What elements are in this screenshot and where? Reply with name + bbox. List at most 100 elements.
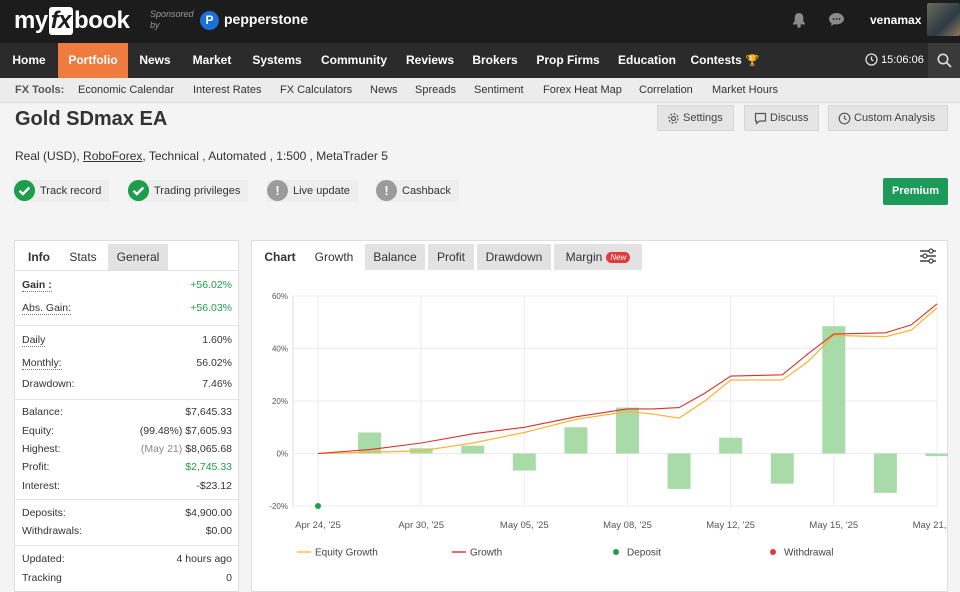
stat-value: +56.03%: [190, 302, 232, 314]
nav-home[interactable]: Home: [12, 53, 46, 67]
stat-balance: Balance: $7,645.33: [22, 406, 232, 422]
y-tick-label: 0%: [276, 450, 288, 459]
legend-withdrawal-swatch: [770, 549, 776, 555]
divider: [15, 399, 238, 400]
tab-margin-label: Margin: [565, 250, 603, 264]
custom-analysis-button[interactable]: Custom Analysis: [828, 105, 948, 131]
main-nav: Home Portfolio News Market Systems Commu…: [0, 43, 960, 78]
stat-value: $0.00: [205, 525, 232, 537]
x-tick-label: May 05, '25: [500, 520, 549, 531]
x-tick-label: May 12, '25: [706, 520, 755, 531]
stat-interest: Interest: -$23.12: [22, 480, 232, 496]
stat-label: Tracking: [22, 572, 62, 584]
stat-withdrawals: Withdrawals: $0.00: [22, 525, 232, 541]
stat-label[interactable]: Daily: [22, 334, 46, 347]
stat-daily: Daily 1.60%: [22, 334, 232, 350]
bar: [822, 326, 846, 454]
stat-monthly: Monthly: 56.02%: [22, 357, 232, 373]
equity-amount: $7,605.93: [185, 425, 232, 437]
stat-value: $2,745.33: [185, 461, 232, 473]
highest-date-note: (May 21): [140, 443, 183, 455]
stat-highest: Highest: (May 21) $8,065.68: [22, 443, 232, 459]
equity-growth-line: [317, 307, 938, 455]
tool-sentiment[interactable]: Sentiment: [474, 84, 524, 96]
stat-tracking: Tracking 0: [22, 572, 232, 588]
tab-growth[interactable]: Growth: [314, 250, 354, 264]
growth-chart: -20% 0% 20% 40% 60% Apr 24, '25 Apr 30, '25 May…: [269, 292, 948, 559]
nav-systems[interactable]: Systems: [252, 53, 302, 67]
chat-icon[interactable]: [828, 12, 845, 27]
badge-trading-privileges[interactable]: Trading privileges: [128, 180, 249, 202]
stat-value: 0: [226, 572, 232, 584]
tool-fx-calculators[interactable]: FX Calculators: [280, 84, 353, 96]
premium-button[interactable]: Premium: [883, 178, 948, 205]
tab-balance[interactable]: Balance: [365, 244, 425, 270]
tab-info[interactable]: Info: [28, 250, 50, 264]
badge-cashback[interactable]: ! Cashback: [376, 180, 459, 202]
sponsor-name[interactable]: pepperstone: [224, 11, 309, 27]
tool-spreads[interactable]: Spreads: [415, 84, 456, 96]
nav-news[interactable]: News: [139, 53, 171, 67]
nav-market[interactable]: Market: [192, 53, 232, 67]
stat-label: Deposits:: [22, 507, 66, 519]
sliders-icon[interactable]: [919, 247, 937, 265]
tab-margin[interactable]: Margin New: [554, 244, 642, 270]
nav-brokers[interactable]: Brokers: [472, 53, 518, 67]
bar: [564, 427, 588, 454]
tab-stats[interactable]: Stats: [61, 244, 105, 270]
clock-icon: [865, 53, 878, 66]
tool-forex-heat-map[interactable]: Forex Heat Map: [543, 84, 622, 96]
tool-interest-rates[interactable]: Interest Rates: [193, 84, 262, 96]
stat-label: Interest:: [22, 480, 60, 492]
pepperstone-logo-icon[interactable]: P: [200, 11, 219, 30]
stats-panel: Info Stats General Gain : +56.02% Abs. Ga…: [14, 240, 239, 592]
stat-label[interactable]: Monthly:: [22, 357, 62, 370]
fx-tools-label: FX Tools:: [15, 84, 65, 96]
discuss-button[interactable]: Discuss: [744, 105, 819, 131]
username[interactable]: venamax: [870, 13, 922, 27]
tool-market-hours[interactable]: Market Hours: [712, 84, 779, 96]
top-bar: my fx book Sponsored by P pepperstone vena…: [0, 0, 960, 43]
bell-icon[interactable]: [792, 12, 806, 28]
badge-track-record[interactable]: Track record: [14, 180, 110, 202]
nav-reviews[interactable]: Reviews: [405, 53, 455, 67]
bar: [667, 453, 691, 489]
stat-abs-gain: Abs. Gain: +56.03%: [22, 302, 232, 318]
discuss-label: Discuss: [770, 112, 809, 124]
stat-label[interactable]: Gain :: [22, 279, 52, 292]
y-tick-label: 20%: [272, 397, 288, 406]
broker-link[interactable]: RoboForex: [83, 149, 143, 163]
bar: [719, 437, 743, 454]
tool-economic-calendar[interactable]: Economic Calendar: [78, 84, 174, 96]
stat-value: 4 hours ago: [176, 553, 232, 565]
nav-contests[interactable]: Contests 🏆: [684, 43, 766, 78]
x-tick-label: May 08, '25: [603, 520, 652, 531]
search-button[interactable]: [928, 43, 960, 78]
stat-label: Balance:: [22, 406, 63, 418]
new-badge: New: [606, 252, 631, 263]
tool-correlation[interactable]: Correlation: [639, 84, 693, 96]
tool-news[interactable]: News: [370, 84, 398, 96]
avatar[interactable]: [927, 3, 960, 36]
nav-prop-firms[interactable]: Prop Firms: [536, 53, 600, 67]
x-tick-label: May 15, '25: [809, 520, 858, 531]
stat-label: Highest:: [22, 443, 61, 455]
x-tick-label: Apr 24, '25: [295, 520, 341, 531]
nav-community[interactable]: Community: [321, 53, 387, 67]
badge-live-update[interactable]: ! Live update: [267, 180, 358, 202]
nav-portfolio[interactable]: Portfolio: [58, 43, 128, 78]
highest-amount: $8,065.68: [185, 443, 232, 455]
settings-button[interactable]: Settings: [657, 105, 734, 131]
tab-drawdown[interactable]: Drawdown: [477, 244, 551, 270]
nav-education[interactable]: Education: [617, 53, 676, 67]
comment-icon: [754, 112, 767, 125]
tab-general[interactable]: General: [108, 244, 168, 270]
page-title: Gold SDmax EA: [15, 108, 168, 130]
stat-label[interactable]: Abs. Gain:: [22, 302, 72, 315]
legend-equity-growth-label: Equity Growth: [315, 548, 378, 559]
stat-value: 7.46%: [202, 378, 232, 390]
myfxbook-logo[interactable]: my fx book: [14, 7, 130, 35]
search-icon: [937, 53, 952, 68]
tab-profit[interactable]: Profit: [428, 244, 474, 270]
divider: [15, 325, 238, 326]
